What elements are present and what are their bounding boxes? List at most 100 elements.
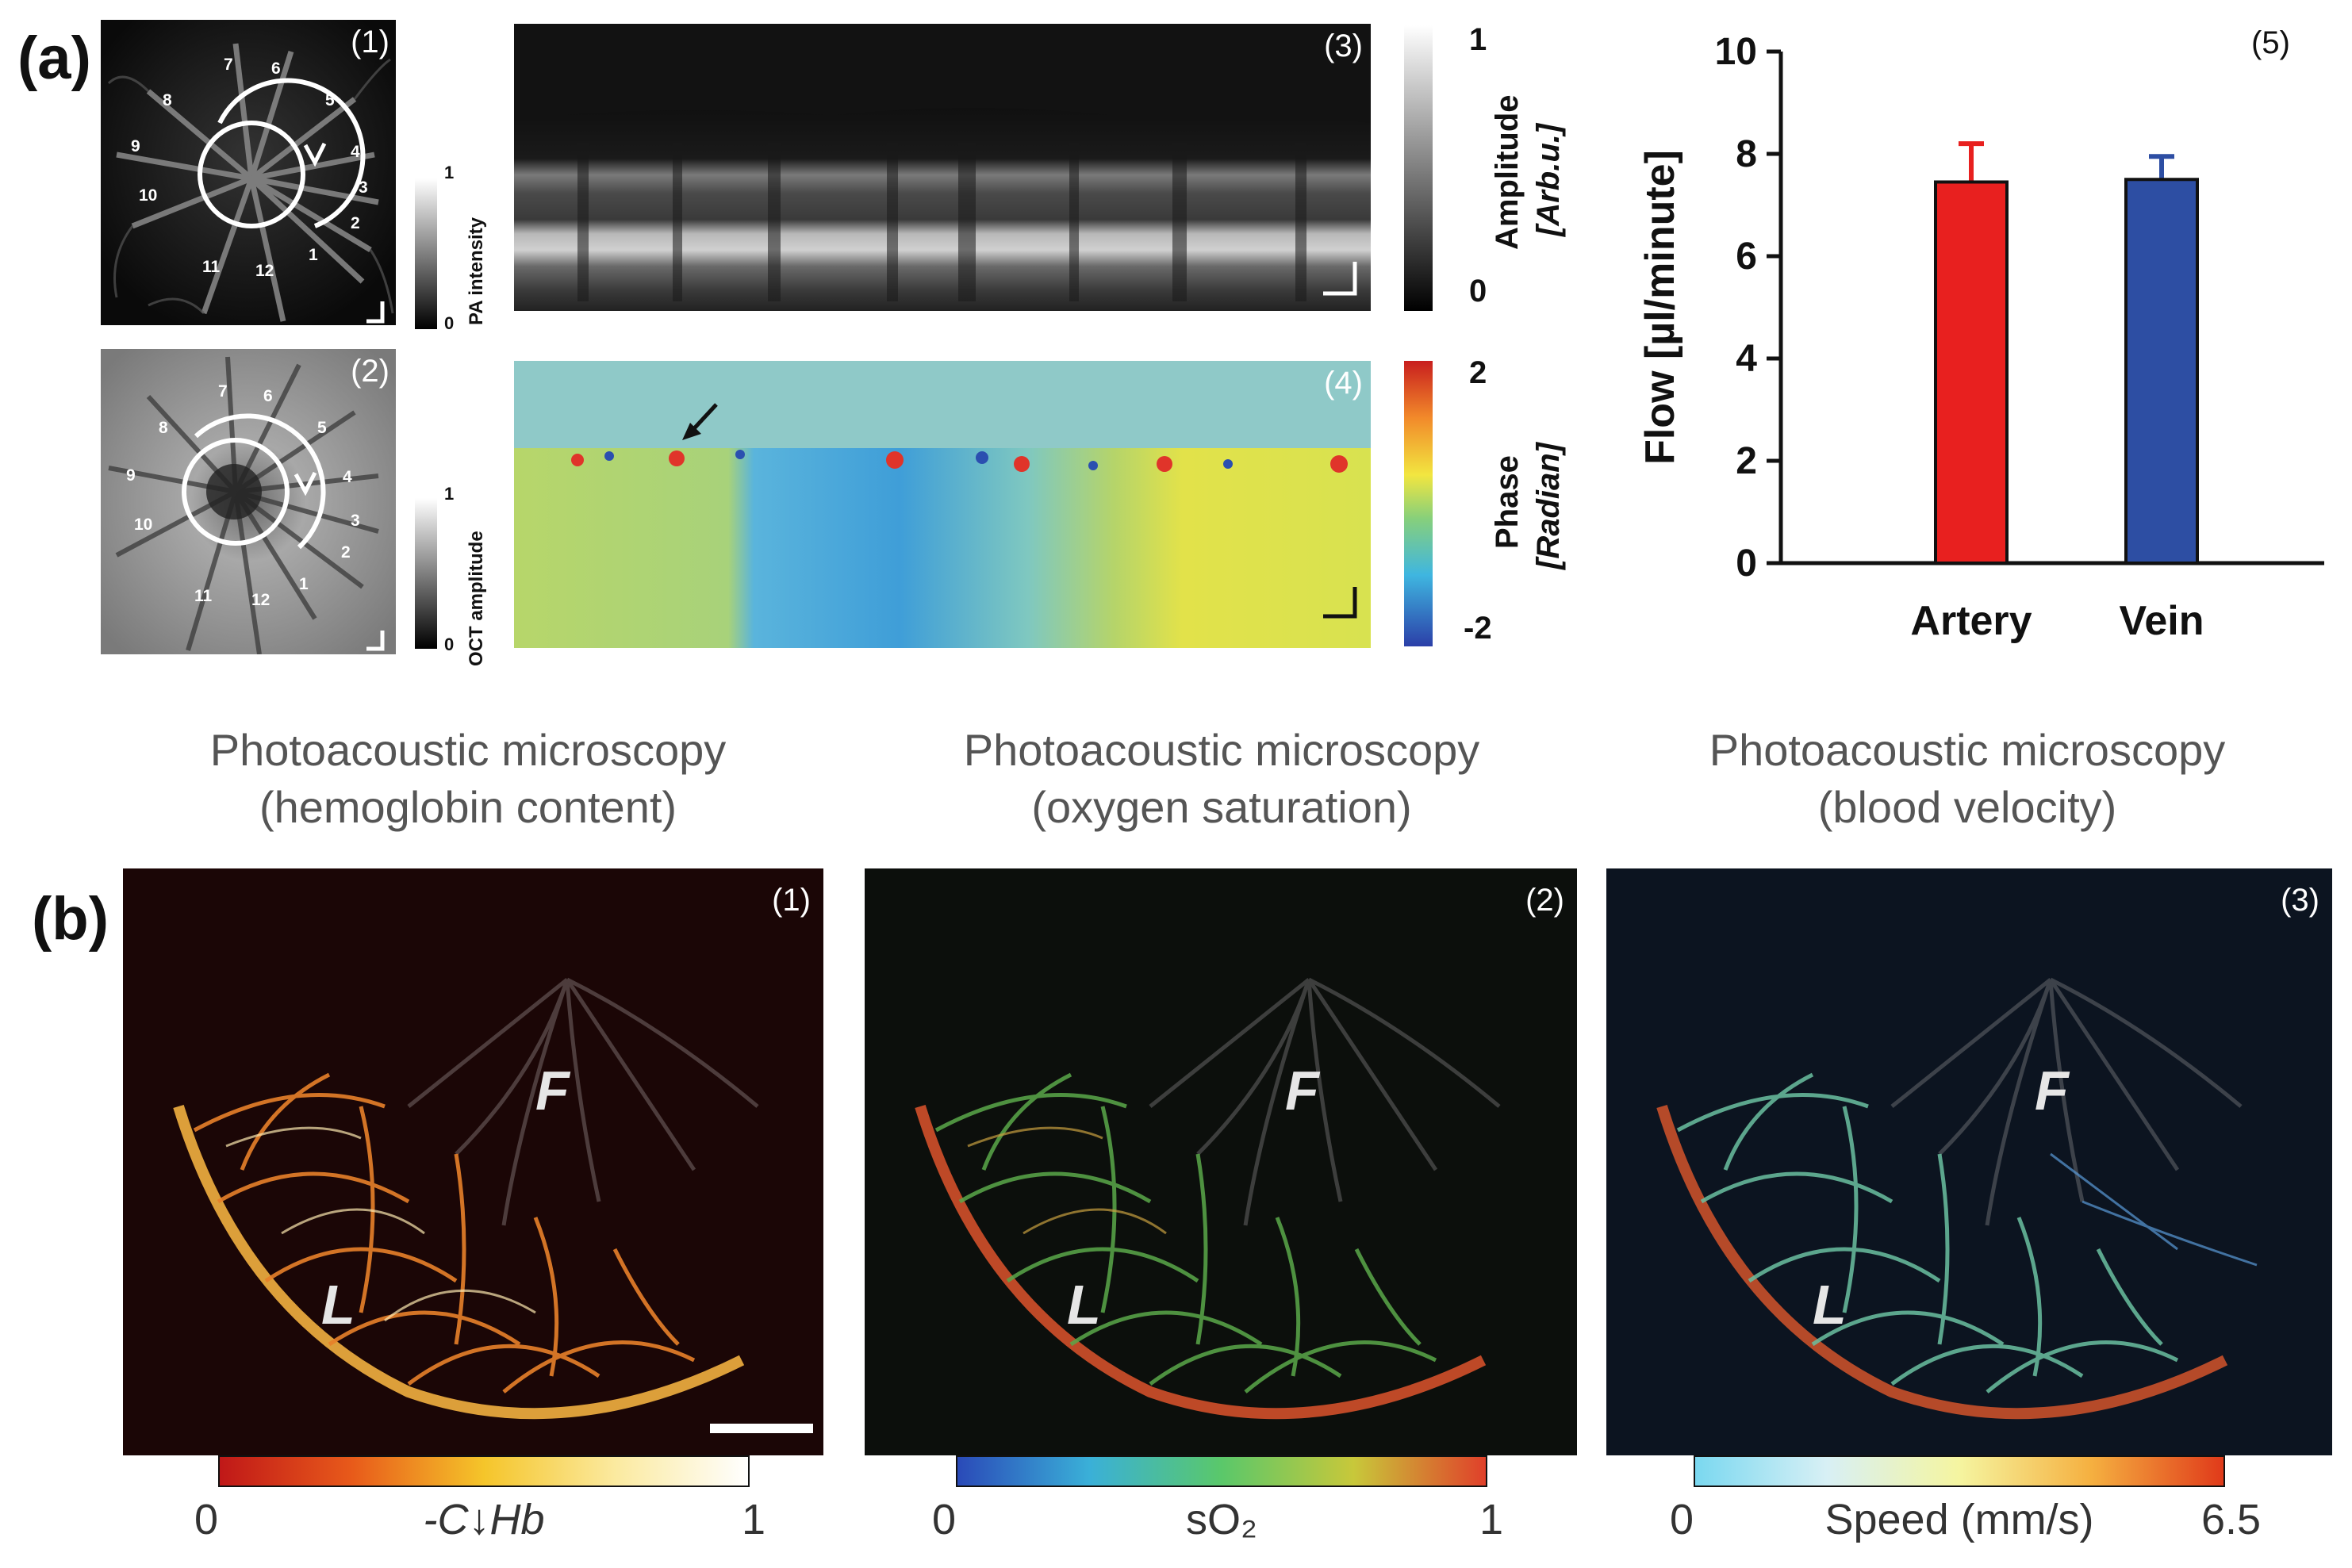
b2-cbar-label: sO₂ (1186, 1496, 1257, 1543)
phase-cbar-unit: [Radian] (1531, 443, 1566, 569)
b2-region-l: L (1067, 1274, 1101, 1336)
b3-cbar-label: Speed (mm/s) (1824, 1496, 2094, 1543)
pa-cbar-title: PA intensity (466, 217, 487, 325)
y-tick-label: 10 (1715, 31, 1757, 73)
so2-vessels (915, 977, 1501, 1420)
vessel-label-8: 8 (163, 91, 172, 109)
amplitude-layers (514, 24, 1371, 311)
subpanel-a5-number: (5) (2251, 25, 2290, 60)
vessel-label-10: 10 (139, 186, 158, 205)
phase-bscan: (4) (514, 361, 1371, 648)
b3-title: Photoacoustic microscopy (blood velocity… (1610, 722, 2324, 836)
oct-vessel-label-8: 8 (159, 419, 168, 437)
vessel-label-2: 2 (351, 214, 360, 232)
pa-fundus-image: (1) 1 2 3 4 5 6 7 8 9 10 11 12 (101, 20, 396, 325)
b3-colorbar (1694, 1455, 2225, 1487)
y-tick-label: 6 (1736, 236, 1757, 278)
phase-cbar-max: 2 (1469, 355, 1487, 390)
x-category-label: Artery (1910, 598, 2032, 644)
b1-title: Photoacoustic microscopy (hemoglobin con… (119, 722, 817, 836)
pam-oxygen-saturation-image: (2) F L (865, 868, 1577, 1455)
oct-vessel-label-10: 10 (134, 516, 153, 534)
b1-cbar-label: -C↓Hb (423, 1496, 545, 1543)
x-category-label: Vein (2120, 598, 2204, 644)
b2-title-line2: (oxygen saturation) (1031, 782, 1412, 832)
y-tick-label: 8 (1736, 133, 1757, 175)
oct-cbar-max: 1 (444, 484, 455, 504)
velocity-vessels (1656, 977, 2258, 1420)
oct-cbar-min: 0 (444, 634, 455, 654)
oct-vessel-label-3: 3 (351, 512, 360, 530)
amplitude-cbar-title: Amplitude (1490, 94, 1525, 250)
hemoglobin-vessels (173, 977, 813, 1433)
flow-bar-chart: 0 2 4 6 8 10 Flow [µl/minute] Artery Vein (1637, 31, 2324, 644)
b1-colorbar (218, 1455, 750, 1487)
b2-region-f: F (1285, 1060, 1319, 1121)
subpanel-a4-number: (4) (1324, 366, 1363, 401)
amplitude-cbar-max: 1 (1469, 22, 1487, 57)
oct-vessel-map (101, 349, 396, 654)
vessel-label-6: 6 (271, 59, 281, 78)
panel-a-label: (a) (17, 25, 91, 92)
oct-amplitude-colorbar (415, 498, 437, 649)
phase-map (514, 361, 1371, 648)
bar-vein (2124, 178, 2199, 565)
pa-intensity-colorbar (415, 178, 437, 329)
amplitude-cbar-min: 0 (1469, 274, 1487, 309)
vessel-label-7: 7 (224, 56, 233, 74)
b3-title-line1: Photoacoustic microscopy (1709, 725, 2226, 775)
b3-cbar-min: 0 (1670, 1496, 1694, 1543)
oct-vessel-label-7: 7 (218, 382, 228, 401)
amplitude-cbar-unit: [Arb.u.] (1531, 123, 1566, 236)
phase-cbar-title: Phase (1490, 455, 1525, 549)
b3-region-f: F (2035, 1060, 2069, 1121)
b1-cbar-min: 0 (194, 1496, 219, 1543)
oct-vessel-label-2: 2 (341, 543, 351, 562)
pam-hemoglobin-image: (1) F L (123, 868, 823, 1455)
subpanel-a1-number: (1) (351, 25, 389, 59)
vessel-label-9: 9 (131, 137, 140, 155)
oct-bscan-amplitude: (3) (514, 24, 1371, 311)
phase-cbar-min: -2 (1464, 611, 1492, 646)
b1-region-f: F (535, 1060, 570, 1121)
bar-artery (1934, 180, 2009, 565)
b3-region-l: L (1813, 1274, 1847, 1336)
pa-cbar-min: 0 (444, 313, 455, 333)
y-tick-label: 0 (1736, 542, 1757, 585)
y-axis-label: Flow [µl/minute] (1637, 150, 1683, 465)
oct-vessel-label-5: 5 (317, 419, 327, 437)
oct-vessel-label-12: 12 (251, 591, 270, 609)
vessel-label-4: 4 (351, 143, 360, 161)
b3-title-line2: (blood velocity) (1817, 782, 2117, 832)
amplitude-colorbar (1404, 25, 1433, 311)
oct-vessel-label-9: 9 (126, 466, 136, 485)
b1-title-line2: (hemoglobin content) (259, 782, 677, 832)
b2-colorbar (956, 1455, 1487, 1487)
subpanel-a2-number: (2) (351, 354, 389, 389)
oct-cbar-title: OCT amplitude (466, 531, 487, 666)
pam-blood-velocity-image: (3) F L (1606, 868, 2332, 1455)
oct-vessel-label-11: 11 (194, 587, 213, 605)
b1-title-line1: Photoacoustic microscopy (209, 725, 727, 775)
vessel-label-5: 5 (325, 91, 335, 109)
b2-title-line1: Photoacoustic microscopy (963, 725, 1480, 775)
subpanel-a3-number: (3) (1324, 29, 1363, 63)
b2-cbar-min: 0 (932, 1496, 957, 1543)
vessel-label-12: 12 (255, 262, 274, 280)
phase-colorbar (1404, 361, 1433, 646)
panel-b-label: (b) (32, 885, 109, 953)
oct-vessel-label-4: 4 (343, 468, 352, 486)
vessel-label-1: 1 (309, 246, 318, 264)
y-tick-label: 4 (1736, 338, 1757, 380)
b1-number: (1) (772, 883, 811, 918)
b2-number: (2) (1525, 883, 1564, 918)
pa-vessel-map (101, 20, 396, 325)
oct-vessel-label-6: 6 (263, 387, 273, 405)
b3-number: (3) (2281, 883, 2319, 918)
oct-fundus-image: (2) 1 2 3 4 5 6 7 8 9 10 11 12 (101, 349, 396, 654)
b3-cbar-max: 6.5 (2201, 1496, 2262, 1543)
vessel-label-11: 11 (202, 258, 221, 276)
b1-region-l: L (321, 1274, 355, 1336)
y-tick-label: 2 (1736, 440, 1757, 482)
pa-cbar-max: 1 (444, 163, 455, 182)
